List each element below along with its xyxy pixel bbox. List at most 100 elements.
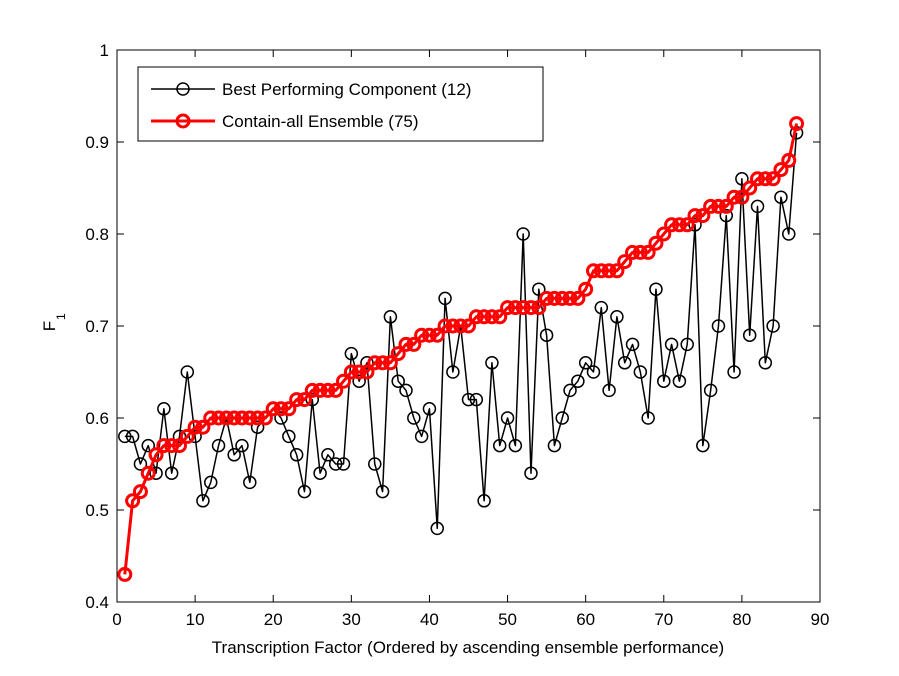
data-point-best-component — [375, 484, 390, 499]
x-tick-label: 20 — [264, 610, 283, 629]
data-point-ensemble — [554, 290, 570, 306]
data-point-best-component — [563, 383, 577, 398]
x-tick-label: 70 — [654, 610, 673, 629]
data-point-best-component — [485, 356, 499, 370]
data-point-best-component — [782, 227, 796, 241]
data-point-ensemble — [273, 401, 289, 417]
data-point-ensemble — [398, 336, 414, 352]
legend-label-ensemble: Contain-all Ensemble (75) — [222, 112, 419, 131]
data-point-best-component — [313, 466, 327, 480]
data-point-best-component — [133, 457, 148, 471]
data-point-ensemble — [382, 355, 398, 371]
data-point-ensemble — [421, 327, 437, 343]
x-axis-label: Transcription Factor (Ordered by ascendi… — [212, 638, 724, 657]
data-point-best-component — [774, 190, 788, 204]
data-point-best-component — [649, 282, 663, 296]
data-point-ensemble — [632, 244, 648, 260]
data-point-best-component — [125, 429, 140, 444]
data-point-best-component — [407, 411, 421, 425]
data-point-ensemble — [718, 198, 734, 214]
data-point-best-component — [750, 199, 765, 214]
data-point-ensemble — [367, 355, 383, 371]
y-axis-label-main: F — [40, 321, 59, 331]
data-point-best-component — [696, 438, 710, 453]
x-tick-label: 30 — [342, 610, 361, 629]
series-ensemble — [117, 116, 805, 582]
data-point-best-component — [664, 337, 679, 352]
data-point-ensemble — [484, 309, 500, 325]
data-point-best-component — [118, 429, 132, 444]
data-point-best-component — [250, 420, 265, 434]
data-point-best-component — [282, 429, 296, 444]
data-point-best-component — [321, 448, 335, 462]
data-point-ensemble — [515, 300, 531, 316]
x-tick-label: 60 — [576, 610, 595, 629]
data-point-ensemble — [343, 364, 359, 380]
data-point-ensemble — [585, 263, 601, 279]
data-point-best-component — [297, 484, 312, 499]
data-point-ensemble — [648, 235, 664, 251]
data-point-best-component — [703, 383, 718, 398]
data-point-ensemble — [211, 410, 227, 426]
data-point-ensemble — [445, 318, 461, 334]
data-point-best-component — [657, 374, 671, 388]
data-point-best-component — [289, 448, 304, 462]
data-point-ensemble — [234, 410, 250, 426]
data-point-best-component — [461, 392, 476, 407]
data-point-ensemble — [539, 290, 555, 306]
data-point-ensemble — [671, 217, 687, 233]
data-point-ensemble — [523, 300, 539, 316]
data-point-ensemble — [507, 300, 523, 316]
data-point-best-component — [766, 319, 780, 333]
data-point-best-component — [180, 365, 195, 379]
data-point-best-component — [547, 438, 562, 453]
data-point-ensemble — [578, 281, 594, 297]
data-point-best-component — [141, 438, 155, 453]
data-point-ensemble — [250, 410, 266, 426]
data-point-ensemble — [187, 419, 203, 435]
data-point-best-component — [196, 494, 210, 508]
data-point-ensemble — [414, 327, 430, 343]
data-point-best-component — [617, 356, 632, 370]
data-point-best-component — [742, 328, 757, 342]
data-point-best-component — [274, 411, 288, 425]
x-tick-label: 40 — [420, 610, 439, 629]
data-point-ensemble — [750, 171, 766, 187]
data-point-ensemble — [664, 217, 680, 233]
data-point-ensemble — [320, 382, 336, 398]
x-tick-label: 50 — [498, 610, 517, 629]
data-point-ensemble — [695, 208, 711, 224]
data-point-ensemble — [242, 410, 258, 426]
data-point-ensemble — [773, 162, 789, 178]
y-tick-label: 1 — [100, 41, 109, 60]
data-point-best-component — [610, 310, 624, 324]
data-point-best-component — [539, 328, 554, 342]
data-point-ensemble — [218, 410, 234, 426]
data-point-best-component — [625, 337, 640, 352]
x-tick-label: 0 — [112, 610, 121, 629]
data-point-ensemble — [679, 217, 695, 233]
data-point-ensemble — [734, 189, 750, 205]
legend-label-best-component: Best Performing Component (12) — [222, 80, 471, 99]
data-point-best-component — [469, 392, 484, 407]
data-point-best-component — [524, 466, 538, 480]
data-point-ensemble — [296, 392, 312, 408]
data-point-ensemble — [148, 447, 164, 463]
data-point-ensemble — [281, 401, 297, 417]
data-point-best-component — [594, 300, 609, 315]
x-tick-label: 80 — [732, 610, 751, 629]
data-point-best-component — [328, 457, 343, 471]
data-point-best-component — [719, 208, 734, 223]
data-point-ensemble — [640, 244, 656, 260]
data-point-ensemble — [351, 364, 367, 380]
data-point-best-component — [735, 172, 749, 186]
data-point-ensemble — [265, 401, 281, 417]
data-point-best-component — [422, 402, 437, 416]
data-point-best-component — [578, 356, 593, 370]
x-tick-label: 10 — [186, 610, 205, 629]
data-point-ensemble — [390, 346, 406, 362]
data-point-ensemble — [140, 465, 156, 481]
data-point-ensemble — [453, 318, 469, 334]
data-point-ensemble — [289, 392, 305, 408]
data-point-ensemble — [203, 410, 219, 426]
